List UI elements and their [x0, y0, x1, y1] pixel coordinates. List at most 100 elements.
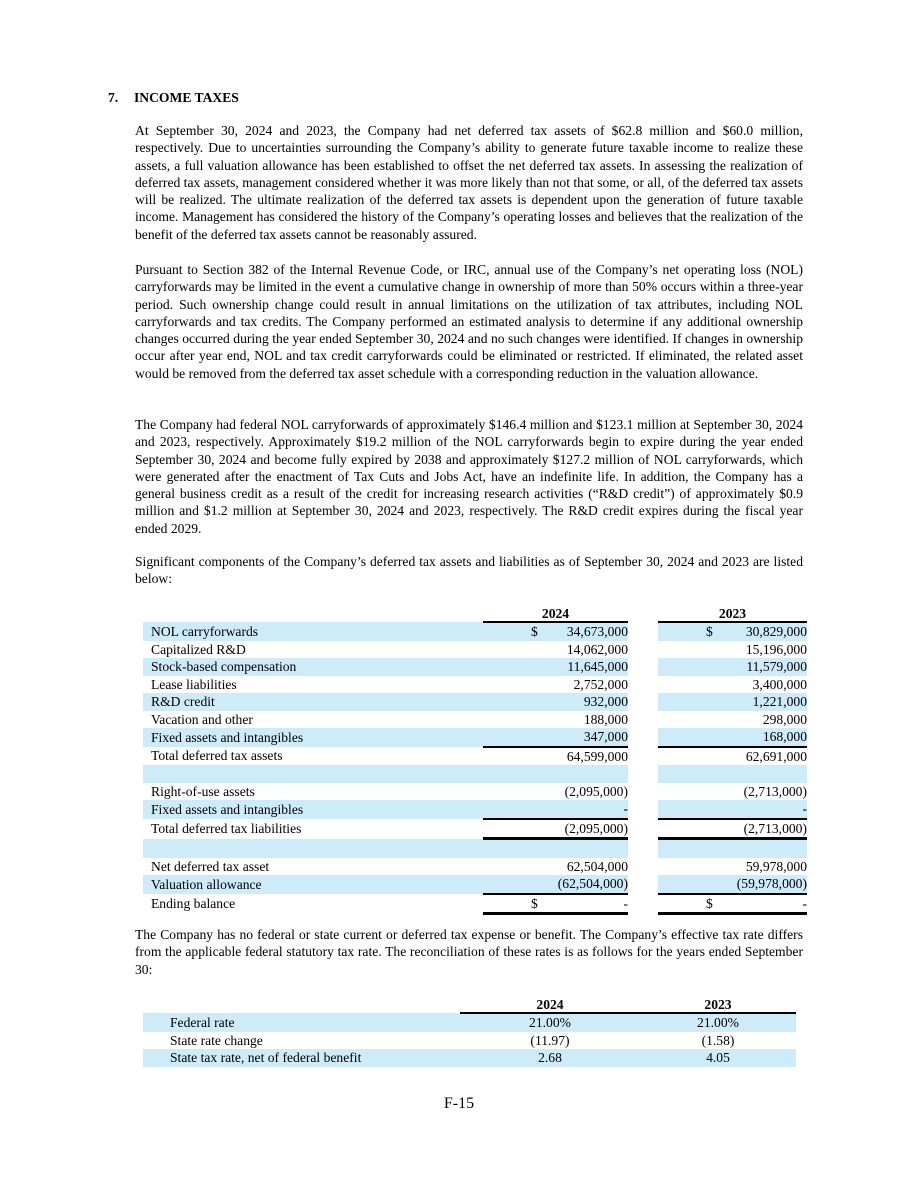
currency-symbol: $: [531, 624, 538, 640]
row-label: Valuation allowance: [143, 875, 483, 894]
row-label: State tax rate, net of federal benefit: [143, 1049, 460, 1067]
row-label: [143, 765, 483, 783]
table-row: Vacation and other 188,000 298,000: [143, 711, 807, 729]
currency-symbol: $: [706, 895, 713, 911]
value-2024: 2,752,000: [573, 676, 628, 692]
table-row: [143, 765, 807, 783]
value-cell: (2,095,000): [483, 818, 628, 840]
currency-symbol: $: [706, 624, 713, 640]
column-gap: [628, 800, 658, 819]
paragraph-nol-carryforwards: The Company had federal NOL carryforward…: [135, 417, 803, 536]
value-cell: [483, 838, 628, 858]
table-row: Total deferred tax assets 64,599,000 62,69…: [143, 747, 807, 766]
section-number: 7.: [108, 90, 119, 105]
value-2023: (2,713,000): [743, 783, 807, 799]
value-cell: 188,000: [483, 711, 628, 729]
value-cell: 15,196,000: [658, 641, 807, 659]
row-label: Fixed assets and intangibles: [143, 728, 483, 747]
value-2023: 4.05: [640, 1049, 796, 1067]
section-heading: 7. INCOME TAXES: [108, 90, 239, 106]
table-row: Federal rate 21.00% 21.00%: [143, 1013, 796, 1032]
value-2023: -: [802, 801, 807, 817]
value-2023: 30,829,000: [745, 624, 807, 640]
column-gap: [628, 693, 658, 711]
value-cell: 11,645,000: [483, 658, 628, 676]
paragraph-section-382: Pursuant to Section 382 of the Internal …: [135, 262, 803, 381]
row-label: Vacation and other: [151, 711, 253, 727]
value-2024: 2.68: [460, 1049, 640, 1067]
value-2024: 188,000: [583, 711, 628, 727]
value-cell: $34,673,000: [483, 622, 628, 641]
value-2023: 3,400,000: [752, 676, 807, 692]
value-2024: (11.97): [530, 1032, 570, 1048]
value-2024: 14,062,000: [566, 641, 628, 657]
value-2023: 15,196,000: [745, 641, 807, 657]
column-gap: [628, 622, 658, 641]
table-row: Lease liabilities 2,752,000 3,400,000: [143, 676, 807, 694]
column-header-2024: 2024: [483, 606, 628, 623]
value-2023: (1.58): [701, 1032, 735, 1048]
value-2023: (59,978,000): [736, 876, 807, 892]
row-label: Ending balance: [151, 896, 236, 911]
value-2023: 168,000: [762, 729, 807, 745]
column-header-2023: 2023: [658, 606, 807, 623]
value-2024: 62,504,000: [566, 858, 628, 874]
value-2023: -: [802, 895, 807, 911]
row-label: Total deferred tax assets: [151, 748, 283, 764]
value-cell: (2,713,000): [658, 818, 807, 840]
value-cell: 2,752,000: [483, 676, 628, 694]
row-label: Fixed assets and intangibles: [143, 800, 483, 819]
value-cell: $ -: [483, 893, 628, 915]
value-cell: [658, 838, 807, 858]
table-row: Right-of-use assets (2,095,000) (2,713,000…: [143, 783, 807, 801]
value-2024: 21.00%: [460, 1013, 640, 1032]
value-cell: 64,599,000: [483, 747, 628, 766]
value-cell: [483, 765, 628, 783]
row-label: R&D credit: [143, 693, 483, 711]
value-cell: 347,000: [483, 728, 628, 748]
value-2023: (2,713,000): [743, 820, 807, 836]
paragraph-deferred-assets: At September 30, 2024 and 2023, the Comp…: [135, 123, 803, 242]
row-label: Stock-based compensation: [143, 658, 483, 676]
value-cell: -: [483, 800, 628, 820]
row-label: Right-of-use assets: [151, 783, 255, 799]
row-label: [143, 838, 483, 858]
column-gap: [628, 747, 658, 766]
column-gap: [628, 783, 658, 801]
value-cell: 168,000: [658, 728, 807, 748]
row-label: Capitalized R&D: [151, 641, 246, 657]
currency-symbol: $: [531, 895, 538, 911]
value-2024: 347,000: [583, 729, 628, 745]
column-gap: [628, 858, 658, 876]
table-row: Capitalized R&D 14,062,000 15,196,000: [143, 641, 807, 659]
row-label: Net deferred tax asset: [151, 858, 270, 874]
column-gap: [628, 839, 658, 858]
column-header-2024: 2024: [460, 997, 640, 1014]
table-row: Total deferred tax liabilities (2,095,000…: [143, 818, 807, 840]
value-cell: 11,579,000: [658, 658, 807, 676]
table-row: R&D credit 932,000 1,221,000: [143, 693, 807, 711]
row-label: State rate change: [170, 1032, 263, 1048]
value-cell: -: [658, 800, 807, 820]
table-row: Ending balance $ - $ -: [143, 893, 807, 915]
value-cell: 1,221,000: [658, 693, 807, 711]
row-label: Total deferred tax liabilities: [151, 821, 302, 836]
value-2023: 11,579,000: [746, 659, 807, 675]
value-cell: (59,978,000): [658, 875, 807, 895]
table-row: State tax rate, net of federal benefit 2.…: [143, 1049, 796, 1067]
column-gap: [628, 875, 658, 894]
value-cell: $ -: [658, 893, 807, 915]
row-label: NOL carryforwards: [143, 622, 483, 641]
row-label: Federal rate: [143, 1013, 460, 1032]
value-cell: 298,000: [658, 711, 807, 729]
section-title: INCOME TAXES: [134, 90, 239, 105]
value-cell: [658, 765, 807, 783]
value-2024: (2,095,000): [564, 783, 628, 799]
value-2024: 932,000: [583, 694, 628, 710]
row-label: Lease liabilities: [151, 676, 237, 692]
column-gap: [628, 765, 658, 783]
value-2024: -: [623, 801, 628, 817]
table-row: Net deferred tax asset 62,504,000 59,978,0…: [143, 858, 807, 876]
deferred-tax-table: 2024 2023 NOL carryforwards $34,673,000 $3…: [143, 606, 807, 915]
